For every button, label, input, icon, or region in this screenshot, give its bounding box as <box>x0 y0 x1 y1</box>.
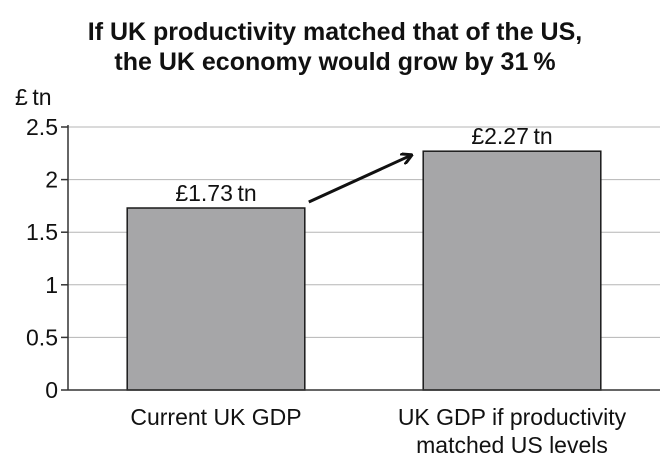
bar <box>422 150 602 391</box>
bar <box>126 207 306 391</box>
y-tick-label: 1 <box>45 272 58 298</box>
y-tick-label: 2.5 <box>26 114 58 140</box>
y-axis-ticks: 0 0.5 1 1.5 2 2.5 <box>26 114 68 403</box>
bar-data-label: £2.27 tn <box>471 123 552 149</box>
y-tick-label: 0.5 <box>26 324 58 350</box>
x-category-label: matched US levels <box>416 432 608 458</box>
bar-data-label: £1.73 tn <box>175 180 256 206</box>
bars <box>126 150 602 391</box>
y-tick-label: 0 <box>45 377 58 403</box>
y-axis-unit-label: £ tn <box>15 84 52 110</box>
chart-title-line-1: If UK productivity matched that of the U… <box>88 18 582 46</box>
growth-arrow <box>308 155 411 204</box>
x-category-label: UK GDP if productivity <box>398 404 627 430</box>
x-axis-labels: Current UK GDP UK GDP if productivitymatc… <box>130 404 626 458</box>
x-category-label: Current UK GDP <box>130 404 301 430</box>
chart-title-line-2: the UK economy would grow by 31 % <box>114 48 555 76</box>
y-tick-label: 2 <box>45 167 58 193</box>
y-tick-label: 1.5 <box>26 219 58 245</box>
data-labels: £1.73 tn £2.27 tn <box>175 123 552 206</box>
